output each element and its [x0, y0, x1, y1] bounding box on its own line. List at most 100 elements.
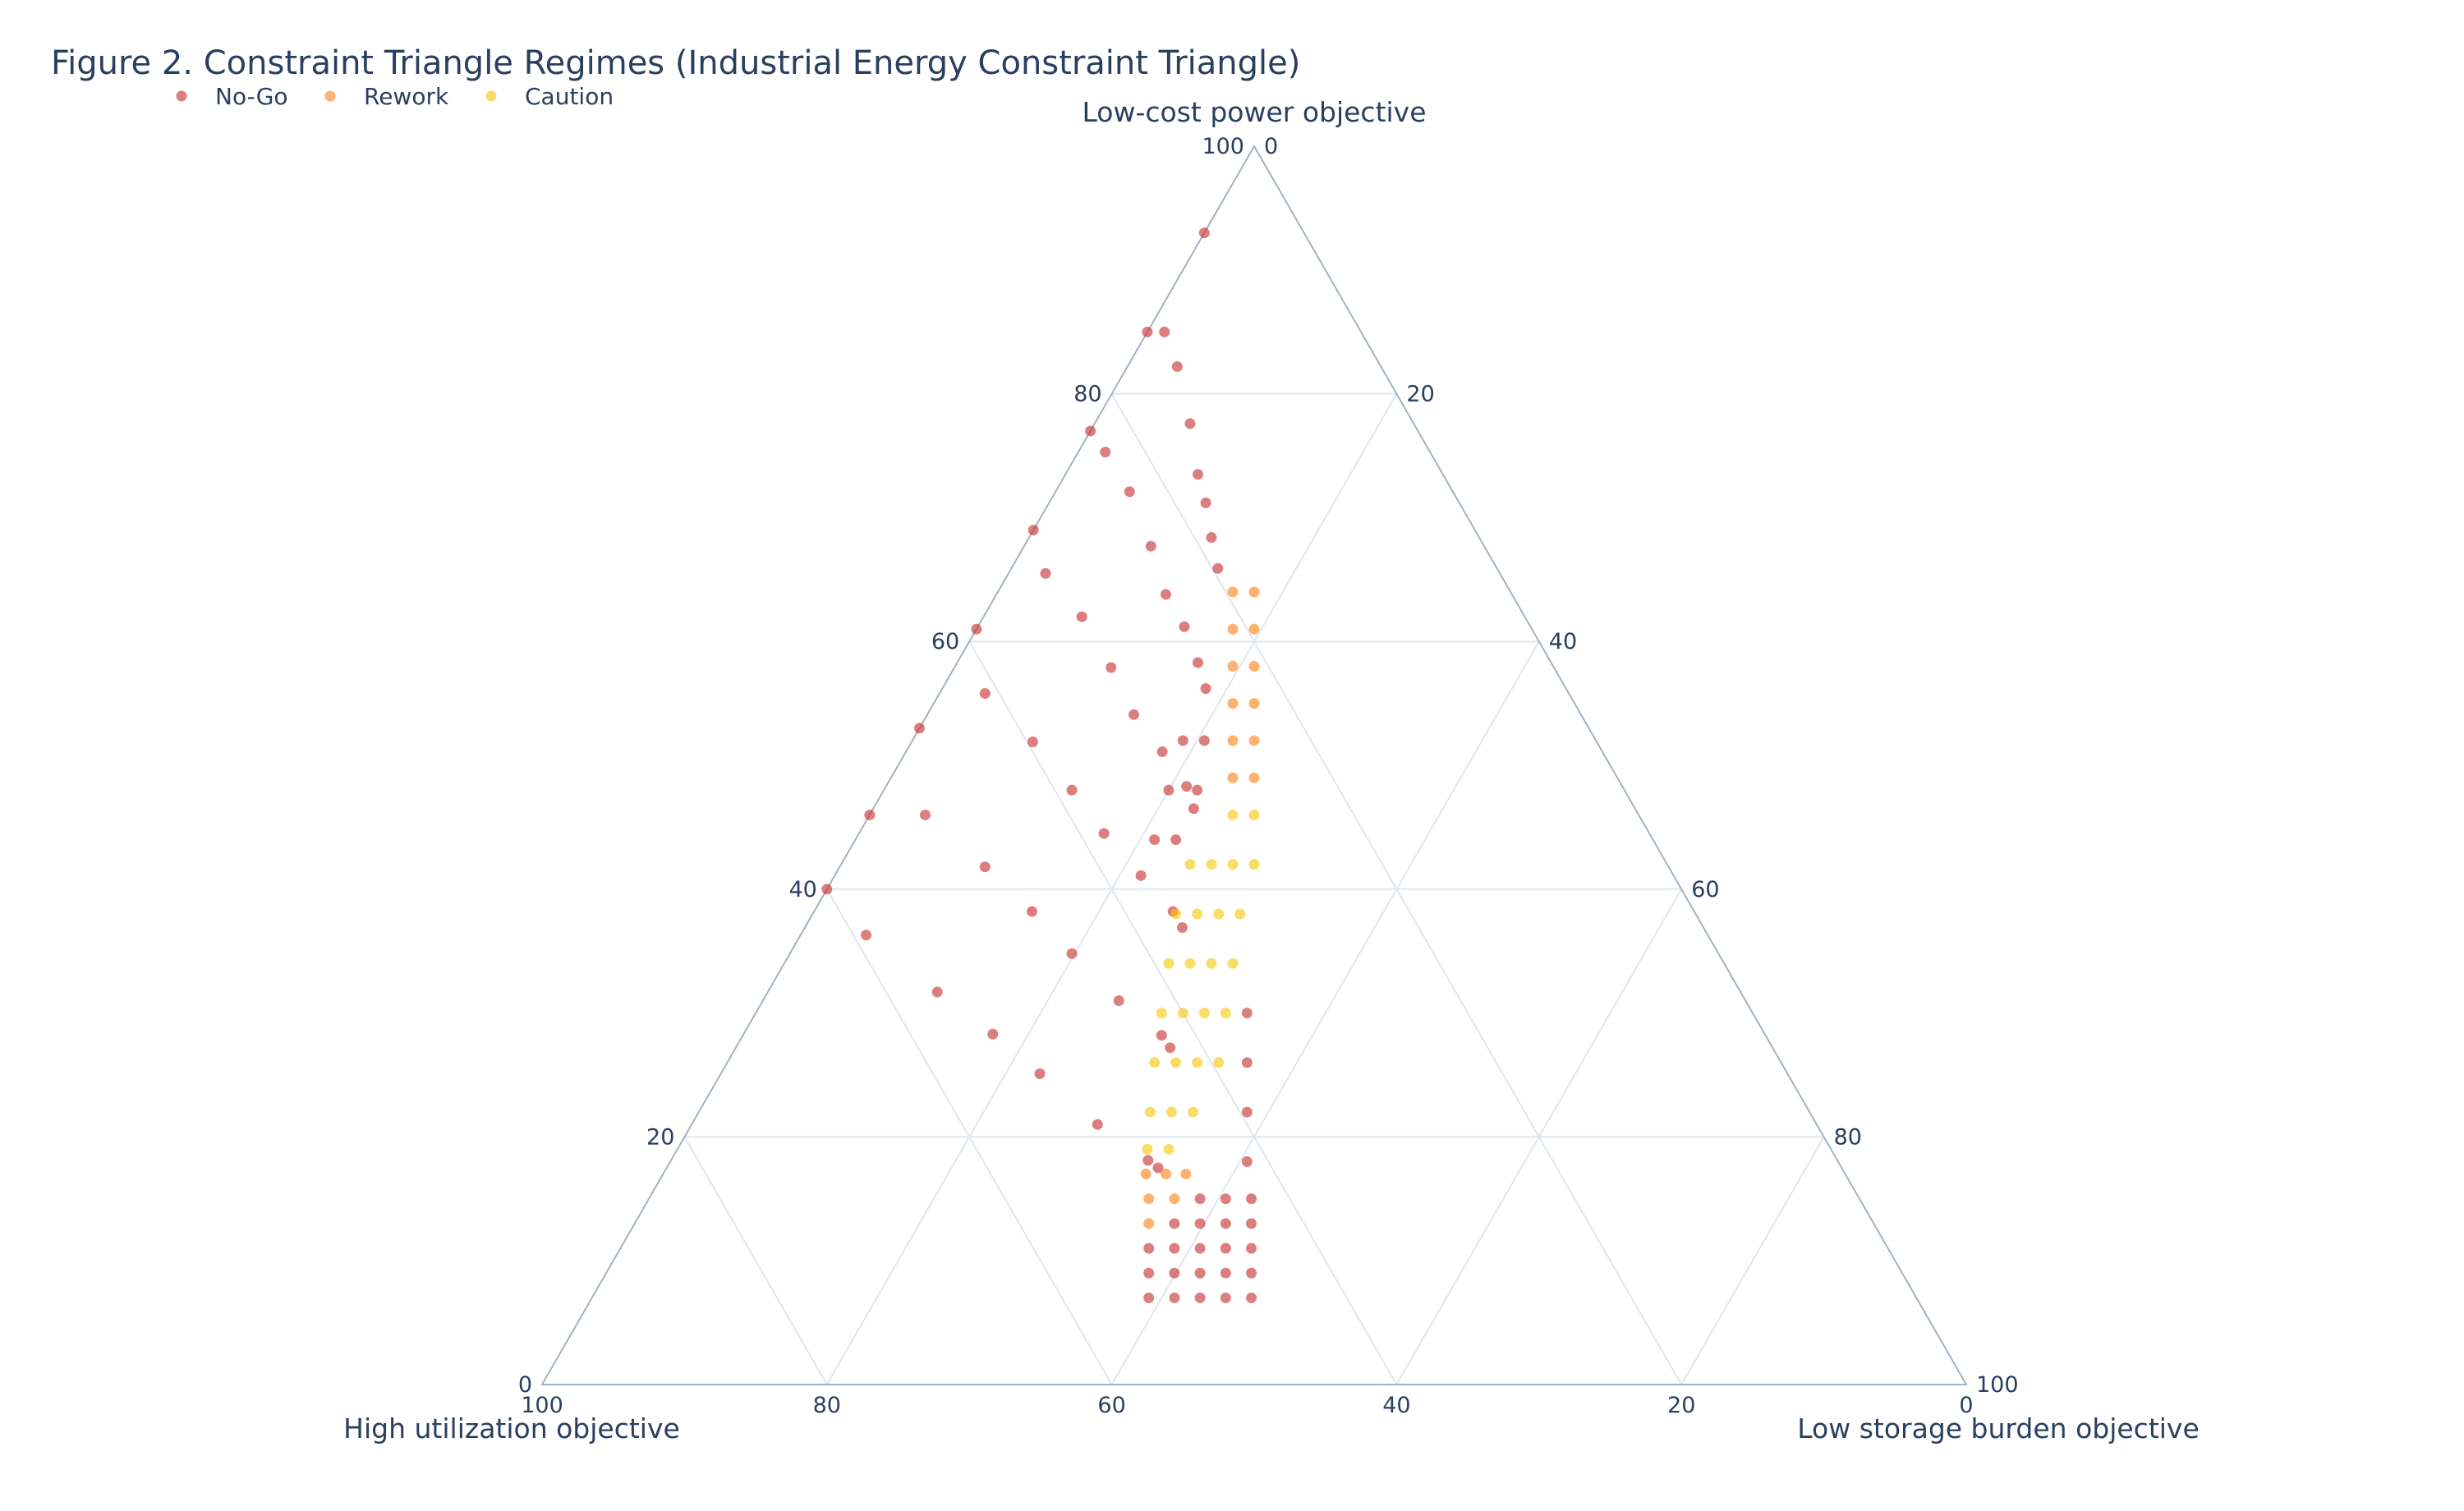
tick-label-b: 60	[1097, 1393, 1125, 1418]
point-rework	[1248, 772, 1260, 783]
point-caution	[1227, 859, 1239, 870]
point-caution	[1165, 1106, 1177, 1118]
point-no-go	[1194, 1242, 1206, 1254]
point-no-go	[1143, 1292, 1155, 1303]
point-no-go	[1194, 1193, 1206, 1205]
point-no-go	[1170, 834, 1182, 845]
point-no-go	[1184, 418, 1196, 429]
legend-item-rework[interactable]: Rework	[324, 83, 449, 110]
point-no-go	[1113, 995, 1124, 1007]
point-no-go	[1165, 1042, 1176, 1054]
legend-item-no-go[interactable]: No-Go	[176, 83, 288, 110]
point-caution	[1248, 859, 1260, 870]
point-no-go	[1220, 1292, 1231, 1303]
point-rework	[1227, 698, 1239, 710]
point-no-go	[1241, 1057, 1253, 1068]
axis-title-b: High utilization objective	[343, 1412, 680, 1444]
point-caution	[1170, 908, 1182, 920]
tick-label-b: 80	[813, 1393, 841, 1418]
tick-label-c: 80	[1834, 1124, 1862, 1150]
tick-label-b: 40	[1382, 1393, 1410, 1418]
legend-marker-rework	[324, 90, 336, 102]
point-rework	[1248, 623, 1260, 635]
point-no-go	[1034, 1068, 1046, 1079]
point-caution	[1184, 958, 1196, 969]
point-no-go	[1066, 784, 1078, 796]
point-no-go	[821, 884, 833, 895]
point-caution	[1170, 1057, 1182, 1068]
point-rework	[1180, 1169, 1192, 1180]
legend-label-caution: Caution	[525, 83, 614, 110]
grid-line-b	[683, 1136, 828, 1385]
legend-label-no-go: No-Go	[215, 83, 288, 110]
tick-label-b: 0	[1959, 1393, 1973, 1418]
point-caution	[1227, 809, 1239, 820]
legend-marker-no-go	[176, 90, 187, 102]
point-no-go	[1220, 1193, 1231, 1205]
tick-label-a: 100	[1202, 134, 1244, 159]
point-no-go	[1098, 828, 1110, 839]
data-points	[821, 227, 1260, 1303]
point-no-go	[931, 986, 943, 998]
point-caution	[1163, 1143, 1175, 1155]
point-no-go	[1246, 1242, 1257, 1254]
point-no-go	[1200, 683, 1211, 695]
point-caution	[1234, 908, 1246, 920]
point-no-go	[1176, 922, 1188, 934]
legend-label-rework: Rework	[364, 83, 449, 110]
point-no-go	[864, 809, 876, 820]
point-no-go	[1220, 1218, 1231, 1229]
point-rework	[1143, 1193, 1155, 1205]
point-no-go	[1194, 1292, 1206, 1303]
point-caution	[1187, 1106, 1198, 1118]
point-rework	[1227, 735, 1239, 746]
point-no-go	[1241, 1156, 1253, 1168]
legend-item-caution[interactable]: Caution	[485, 83, 614, 110]
legend-marker-caution	[485, 90, 497, 102]
point-no-go	[1142, 1155, 1154, 1166]
point-caution	[1156, 1008, 1167, 1019]
grid-line-c	[1395, 889, 1683, 1385]
point-no-go	[1246, 1193, 1257, 1205]
tick-label-b: 20	[1667, 1393, 1695, 1418]
tick-label-a: 40	[788, 877, 816, 902]
point-caution	[1149, 1057, 1161, 1068]
point-no-go	[987, 1028, 999, 1040]
point-no-go	[914, 723, 926, 734]
point-no-go	[1143, 1267, 1155, 1279]
point-rework	[1248, 660, 1260, 672]
point-no-go	[1198, 735, 1210, 746]
point-no-go	[919, 809, 931, 820]
point-rework	[1227, 660, 1239, 672]
point-no-go	[1124, 486, 1135, 498]
point-no-go	[1076, 611, 1087, 622]
point-rework	[1227, 623, 1239, 635]
point-no-go	[1135, 870, 1147, 881]
point-no-go	[1171, 361, 1183, 372]
series-rework	[1140, 586, 1260, 1229]
point-no-go	[1156, 746, 1168, 757]
series-caution	[1142, 809, 1260, 1155]
point-no-go	[1194, 1218, 1206, 1229]
point-no-go	[1040, 567, 1051, 579]
point-no-go	[1179, 621, 1190, 632]
point-caution	[1192, 908, 1203, 920]
point-no-go	[1026, 906, 1037, 917]
point-no-go	[1193, 657, 1204, 668]
point-caution	[1227, 958, 1239, 969]
point-caution	[1206, 859, 1217, 870]
point-no-go	[1198, 227, 1210, 239]
point-no-go	[1192, 784, 1203, 796]
tick-label-c: 40	[1549, 629, 1577, 654]
point-no-go	[1246, 1292, 1257, 1303]
point-caution	[1177, 1008, 1188, 1019]
point-caution	[1213, 1057, 1225, 1068]
tick-label-b: 100	[521, 1393, 563, 1418]
tick-label-c: 60	[1691, 877, 1719, 902]
grid-lines	[683, 393, 1825, 1385]
point-no-go	[1066, 948, 1078, 959]
point-no-go	[1159, 326, 1170, 338]
axis-title-a: Low-cost power objective	[1082, 96, 1426, 128]
